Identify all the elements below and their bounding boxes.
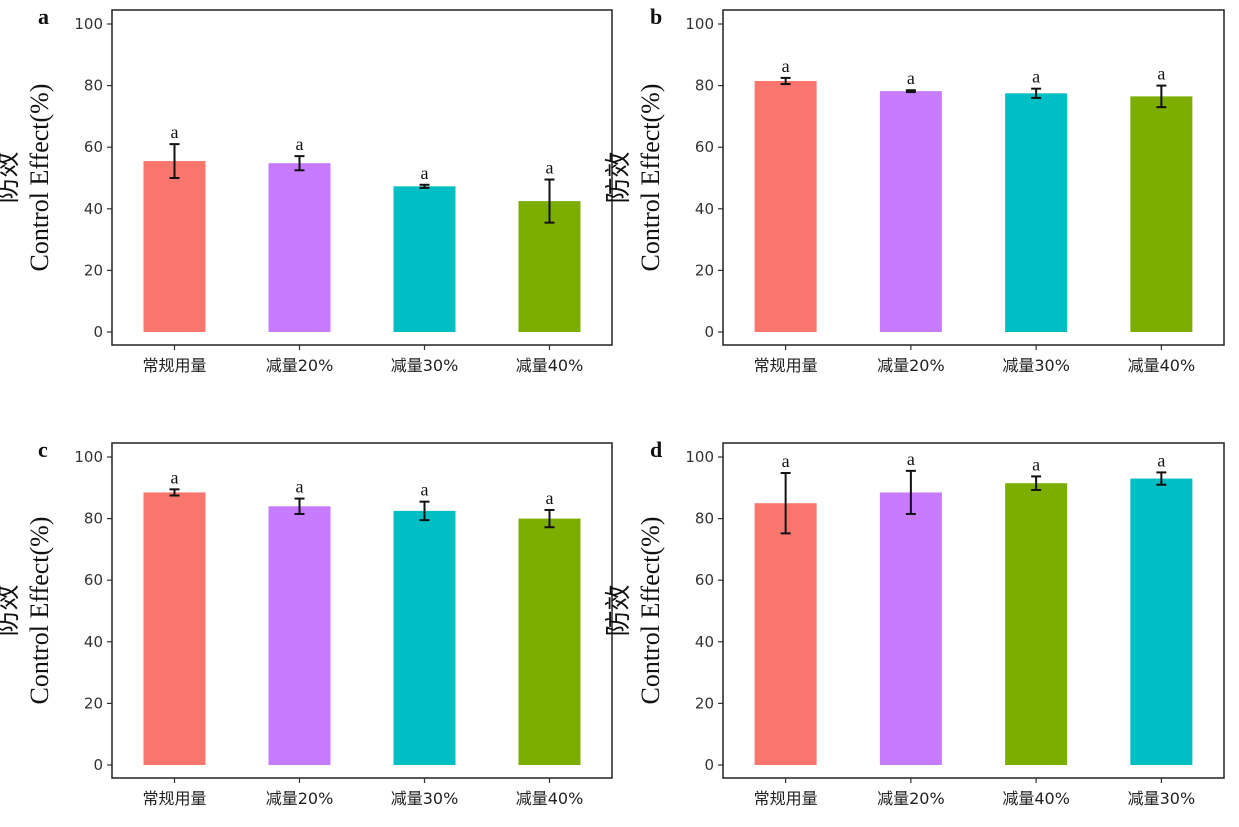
- bar: [879, 492, 942, 765]
- significance-label: a: [296, 477, 304, 497]
- significance-label: a: [1032, 454, 1040, 474]
- significance-label: a: [1032, 67, 1040, 87]
- x-tick-label: 减量30%: [391, 356, 459, 375]
- panel-tag-c: c: [38, 437, 48, 462]
- y-tick-label: 100: [685, 448, 714, 466]
- y-tick-label: 60: [84, 138, 103, 156]
- bar: [393, 186, 456, 332]
- panel-a: a 防效 Control Effect(%) 0 20 40 60 80 100 a 常规用量 a 减量…: [0, 4, 613, 375]
- y-axis-label-cn: 防效: [604, 151, 633, 203]
- y-tick-label: 100: [74, 448, 103, 466]
- y-axis-label-en: Control Effect(%): [636, 84, 665, 272]
- x-tick-label: 减量20%: [266, 789, 334, 808]
- y-tick-label: 0: [704, 756, 714, 774]
- y-tick-label: 60: [84, 571, 103, 589]
- x-tick-label: 减量40%: [1128, 356, 1196, 375]
- y-tick-label: 80: [84, 77, 103, 95]
- plot-frame: [111, 442, 613, 779]
- significance-label: a: [171, 467, 179, 487]
- significance-label: a: [1157, 450, 1165, 470]
- y-tick-label: 20: [695, 261, 714, 279]
- panel-c: c 防效 Control Effect(%) 0 20 40 60 80 100 a 常规用量 a 减量…: [0, 437, 613, 808]
- x-tick-label: 常规用量: [142, 789, 206, 808]
- x-tick-label: 减量40%: [516, 789, 584, 808]
- bar: [879, 91, 942, 332]
- y-tick-label: 40: [695, 633, 714, 651]
- y-tick-label: 20: [695, 694, 714, 712]
- y-tick-label: 60: [695, 138, 714, 156]
- bar: [393, 510, 456, 765]
- bar: [1005, 93, 1068, 332]
- panel-tag-a: a: [38, 4, 49, 29]
- significance-label: a: [782, 56, 790, 76]
- y-axis-label-cn: 防效: [604, 584, 633, 636]
- bar: [518, 518, 581, 765]
- significance-label: a: [296, 134, 304, 154]
- bar: [143, 161, 206, 332]
- bar: [754, 80, 817, 332]
- significance-label: a: [907, 68, 915, 88]
- y-tick-label: 0: [704, 323, 714, 341]
- y-tick-label: 100: [685, 15, 714, 33]
- bar: [1130, 478, 1193, 765]
- y-tick-label: 80: [695, 510, 714, 528]
- bar: [754, 503, 817, 765]
- plot-frame: [722, 442, 1225, 779]
- y-tick-label: 20: [84, 694, 103, 712]
- y-axis-label: 防效 Control Effect(%): [604, 84, 665, 272]
- x-tick-label: 常规用量: [142, 356, 206, 375]
- significance-label: a: [1157, 64, 1165, 84]
- x-tick-label: 减量30%: [1128, 789, 1196, 808]
- plot-frame: [722, 9, 1225, 346]
- y-tick-label: 80: [84, 510, 103, 528]
- x-tick-label: 减量20%: [877, 356, 945, 375]
- y-tick-label: 40: [695, 200, 714, 218]
- significance-label: a: [421, 163, 429, 183]
- panel-b: b 防效 Control Effect(%) 0 20 40 60 80 100 a 常规用量 a 减量…: [604, 4, 1225, 375]
- plot-frame: [111, 9, 613, 346]
- y-tick-label: 80: [695, 77, 714, 95]
- y-tick-label: 0: [93, 323, 103, 341]
- bar: [1130, 96, 1193, 332]
- significance-label: a: [546, 158, 554, 178]
- y-axis-label-cn: 防效: [0, 151, 22, 203]
- y-axis-label: 防效 Control Effect(%): [604, 517, 665, 705]
- x-tick-label: 减量20%: [877, 789, 945, 808]
- y-tick-label: 40: [84, 633, 103, 651]
- bar: [143, 492, 206, 765]
- x-tick-label: 减量30%: [1002, 356, 1070, 375]
- bar: [268, 163, 331, 332]
- significance-label: a: [171, 122, 179, 142]
- bar: [1005, 483, 1068, 765]
- y-axis-label: 防效 Control Effect(%): [0, 84, 54, 272]
- y-tick-label: 20: [84, 261, 103, 279]
- y-axis-label-en: Control Effect(%): [636, 517, 665, 705]
- significance-label: a: [907, 449, 915, 469]
- y-axis-label-en: Control Effect(%): [25, 84, 54, 272]
- y-tick-label: 40: [84, 200, 103, 218]
- x-tick-label: 常规用量: [754, 789, 818, 808]
- bar: [268, 506, 331, 765]
- y-tick-label: 100: [74, 15, 103, 33]
- panel-tag-d: d: [650, 437, 662, 462]
- significance-label: a: [546, 488, 554, 508]
- x-tick-label: 常规用量: [754, 356, 818, 375]
- x-tick-label: 减量30%: [391, 789, 459, 808]
- significance-label: a: [782, 451, 790, 471]
- significance-label: a: [421, 480, 429, 500]
- x-tick-label: 减量40%: [516, 356, 584, 375]
- x-tick-label: 减量20%: [266, 356, 334, 375]
- panel-tag-b: b: [650, 4, 662, 29]
- y-axis-label: 防效 Control Effect(%): [0, 517, 54, 705]
- y-axis-label-en: Control Effect(%): [25, 517, 54, 705]
- y-tick-label: 60: [695, 571, 714, 589]
- x-tick-label: 减量40%: [1002, 789, 1070, 808]
- panel-d: d 防效 Control Effect(%) 0 20 40 60 80 100 a 常规用量 a 减量…: [604, 437, 1225, 808]
- y-axis-label-cn: 防效: [0, 584, 22, 636]
- y-tick-label: 0: [93, 756, 103, 774]
